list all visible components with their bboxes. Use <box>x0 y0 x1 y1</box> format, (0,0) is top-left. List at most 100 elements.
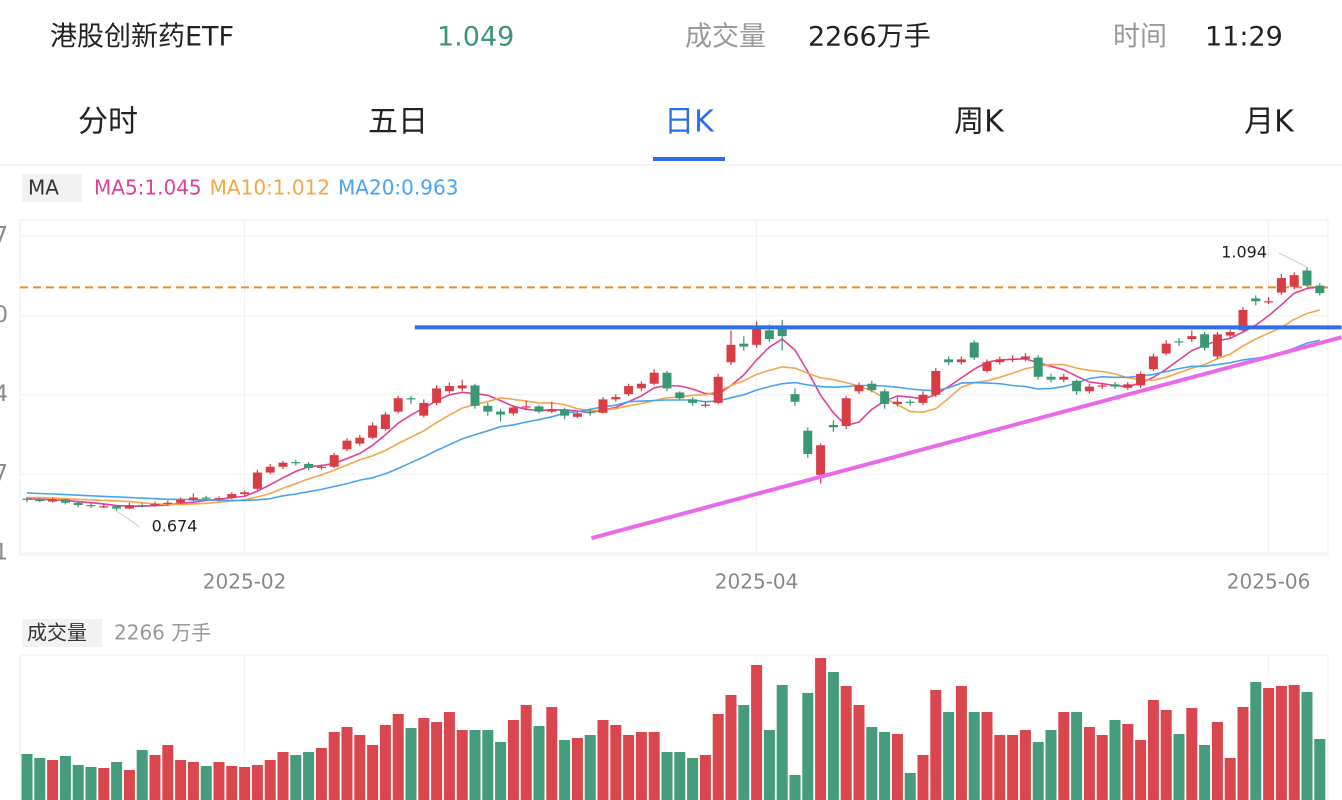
candle-body <box>905 401 915 403</box>
volume-bar <box>456 730 468 800</box>
volume-bar <box>789 775 801 800</box>
volume-bar <box>1314 739 1326 800</box>
volume-bar <box>1237 707 1249 800</box>
y-tick-label: 1.010 <box>0 303 8 328</box>
volume-bar <box>1275 686 1287 800</box>
candle-body <box>393 398 403 412</box>
volume-bar <box>303 752 315 800</box>
candle-body <box>470 385 480 406</box>
candle-body <box>1161 343 1171 354</box>
price-panel <box>19 219 1329 556</box>
candle-body <box>35 499 45 502</box>
volume-bar <box>264 760 276 800</box>
time-label: 时间 <box>1113 22 1167 53</box>
candle-body <box>1200 334 1210 348</box>
volume-bar <box>136 750 148 800</box>
x-tick-label: 2025-02 <box>203 570 287 594</box>
annotation-leader <box>116 510 140 528</box>
candle-body <box>944 359 954 363</box>
candle-body <box>854 385 864 392</box>
volume-bar <box>1288 685 1300 800</box>
volume-bar <box>955 686 967 800</box>
candle-body <box>1264 301 1274 303</box>
candle-body <box>1315 285 1325 294</box>
volume-bar <box>315 748 327 800</box>
candle-body <box>1110 384 1120 387</box>
candle-body <box>649 372 659 384</box>
x-tick-label: 2025-06 <box>1227 570 1311 594</box>
candle-body <box>777 327 787 337</box>
candle-body <box>329 455 339 467</box>
ma-line <box>26 339 1320 502</box>
time: 11:29 <box>1205 22 1283 53</box>
candle-body <box>304 463 314 468</box>
volume-bar <box>623 735 635 800</box>
candle-body <box>227 494 237 499</box>
volume-bar <box>763 730 775 800</box>
candle-body <box>291 462 301 464</box>
volume-bar <box>431 722 443 800</box>
candle-body <box>252 472 262 489</box>
candle-body <box>60 499 70 503</box>
candle-body <box>560 409 570 416</box>
volume-bar <box>815 658 827 800</box>
volume-bar <box>802 693 814 800</box>
candle-body <box>713 376 723 403</box>
candle-body <box>508 407 518 414</box>
tab[interactable]: 五日 <box>368 105 428 140</box>
tab-underline <box>653 157 725 161</box>
candle-body <box>188 497 198 500</box>
volume-bar <box>699 755 711 800</box>
candle-body <box>547 409 557 412</box>
volume-bar <box>994 735 1006 800</box>
tab[interactable]: 周K <box>954 105 1005 140</box>
candle-body <box>380 414 390 430</box>
candle-body <box>1123 384 1133 388</box>
candle-body <box>726 344 736 363</box>
volume-bar <box>443 712 455 800</box>
volume-bar <box>1224 758 1236 800</box>
volume-bar <box>1211 722 1223 800</box>
volume-bar <box>674 752 686 800</box>
volume-bar <box>1109 720 1121 800</box>
candle-body <box>598 399 608 413</box>
volume-bar <box>1160 710 1172 800</box>
tab[interactable]: 月K <box>1244 105 1295 140</box>
annotation: 1.094 <box>1221 243 1267 262</box>
volume-bar <box>277 752 289 800</box>
x-tick-label: 2025-04 <box>715 570 799 594</box>
volume-bar <box>1147 700 1159 800</box>
volume-bar <box>571 738 583 800</box>
candle-body <box>956 359 966 363</box>
candle-body <box>201 497 211 499</box>
volume-bar <box>21 754 33 800</box>
candle-body <box>1136 373 1146 386</box>
candle-body <box>636 383 646 389</box>
candle-body <box>278 462 288 467</box>
volume-bar <box>520 705 532 800</box>
volume-bar <box>968 712 980 800</box>
volume-bar <box>751 665 763 800</box>
volume-bar <box>597 720 609 800</box>
volume-bar <box>213 762 225 800</box>
tab[interactable]: 日K <box>664 105 715 140</box>
candle-body <box>1097 385 1107 387</box>
candle-body <box>624 386 634 395</box>
volume-value: 2266 万手 <box>114 621 211 645</box>
legend-entry: MA5:1.045 <box>94 176 202 200</box>
volume-bar <box>418 718 430 800</box>
candle-body <box>995 359 1005 363</box>
volume-bar <box>1199 745 1211 800</box>
volume-bar <box>648 732 660 800</box>
candle-body <box>214 498 224 500</box>
tab[interactable]: 分时 <box>78 105 138 140</box>
candle-body <box>150 503 160 506</box>
volume-bar <box>1301 692 1313 800</box>
volume-bar <box>635 732 647 800</box>
volume-bar <box>507 720 519 800</box>
volume-text: 2266万手 <box>808 22 931 53</box>
volume-bar <box>1122 724 1134 800</box>
candle-body <box>432 388 442 403</box>
candle-body <box>572 413 582 417</box>
last-price: 1.049 <box>437 22 514 53</box>
